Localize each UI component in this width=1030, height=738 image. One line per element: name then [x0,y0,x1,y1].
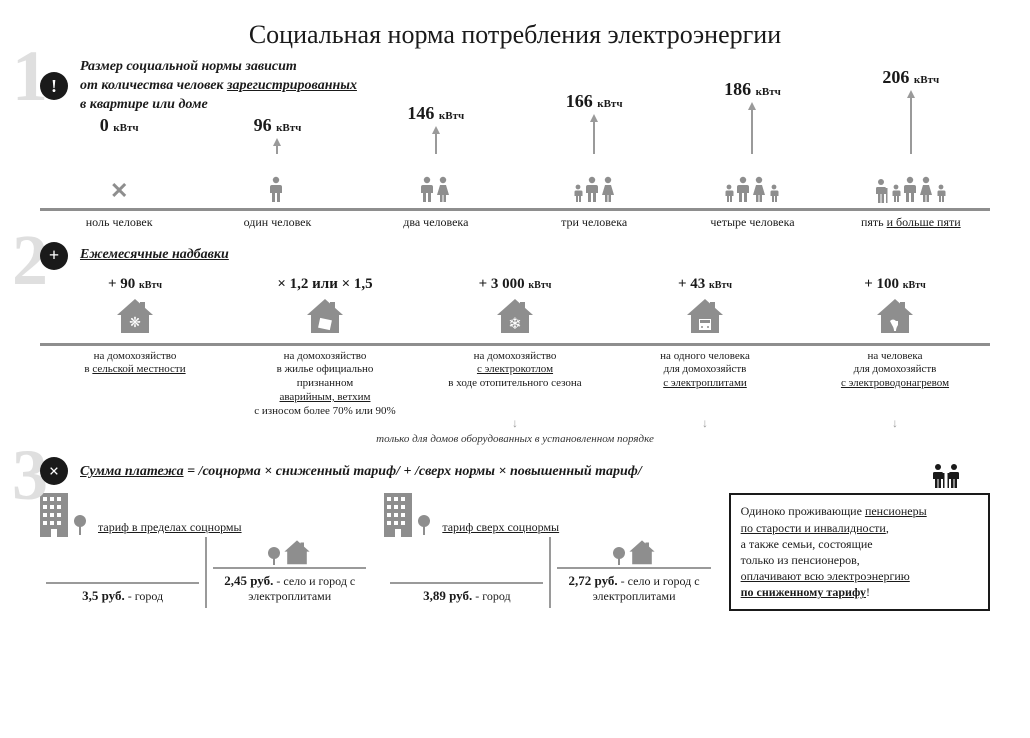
tree-icon [268,545,280,565]
svg-text:❋: ❋ [129,316,141,331]
people-labels: ноль человек один человек два человека т… [40,215,990,230]
cross-icon: ✕ [44,156,194,204]
page-title: Социальная норма потребления электроэнер… [40,20,990,50]
people-icon [677,156,827,204]
people-icon [519,156,669,204]
section1-heading: Размер социальной нормы зависит от колич… [80,58,357,115]
house-waterheat-icon [875,297,915,339]
people-col-0: 0 кВтч ✕ [40,115,198,204]
arrow-up-icon [907,90,915,98]
supp-col-3: + 43 кВтч [610,276,800,339]
arrow-down-icon: ↓ [610,416,800,431]
pensioners-box: Одиноко проживающие пенсионеры по старос… [729,493,990,610]
tree-icon [74,513,88,537]
people-col-3: 166 кВтч [515,91,673,204]
payment-formula: Сумма платежа = /соцнорма × сниженный та… [80,464,642,479]
people-col-4: 186 кВтч [673,79,831,204]
house-stove-icon [685,297,725,339]
supp-note: только для домов оборудованных в установ… [40,433,990,445]
people-col-1: 96 кВтч [198,115,356,204]
badge-times: × [40,457,68,485]
section-2: 2 + Ежемесячные надбавки + 90 кВтч ❋ × 1… [40,242,990,446]
house-boiler-icon: ❄ [495,297,535,339]
section-1: 1 ! Размер социальной нормы зависит от к… [40,58,990,230]
supp-col-0: + 90 кВтч ❋ [40,276,230,339]
person-icon [202,156,352,204]
house-small-icon [283,539,311,565]
house-rural-icon: ❋ [115,297,155,339]
arrow-up-icon [432,126,440,134]
supp-labels: на домохозяйствов сельской местности на … [40,350,990,419]
supp-col-2: + 3 000 кВтч ❄ [420,276,610,339]
house-old-icon [305,297,345,339]
supplements-row: + 90 кВтч ❋ × 1,2 или × 1,5 + 3 000 кВтч… [40,276,990,346]
tariff-out-block: тариф сверх соцнормы 3,89 руб. - город 2… [384,493,716,608]
people-col-2: 146 кВтч [357,103,515,204]
tree-icon [418,513,432,537]
arrow-down-icon: ↓ [800,416,990,431]
building-icon [384,493,414,537]
tariffs-row: тариф в пределах соцнормы 3,5 руб. - гор… [40,493,990,610]
people-col-5: 206 кВтч [832,67,990,204]
section2-heading: Ежемесячные надбавки [80,246,229,265]
tariff-in-block: тариф в пределах соцнормы 3,5 руб. - гор… [40,493,372,608]
arrow-up-icon [748,102,756,110]
people-icon [361,156,511,204]
section-3: 3 × Сумма платежа = /соцнорма × сниженны… [40,457,990,610]
supp-col-1: × 1,2 или × 1,5 [230,276,420,339]
arrow-up-icon [590,114,598,122]
svg-text:❄: ❄ [508,316,521,333]
arrow-up-icon [273,138,281,146]
badge-plus: + [40,242,68,270]
house-small-icon [628,539,656,565]
arrow-down-icon: ↓ [420,416,610,431]
supp-col-4: + 100 кВтч [800,276,990,339]
tree-icon [613,545,625,565]
people-icon [836,156,986,204]
pensioners-icon [930,461,970,491]
